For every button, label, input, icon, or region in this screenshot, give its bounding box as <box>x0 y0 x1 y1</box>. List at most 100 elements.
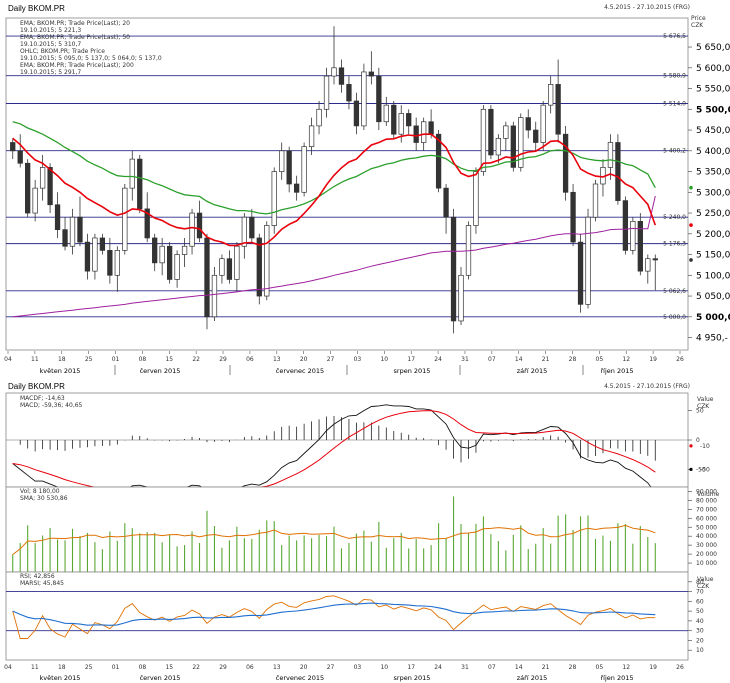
bottom-xlabel-13: 03 <box>354 664 362 671</box>
price-month-3: srpen 2015 <box>394 367 431 375</box>
bottom-xlabel-12: 27 <box>327 664 335 671</box>
bottom-xlabel-5: 08 <box>139 664 147 671</box>
price-xlabel-5: 08 <box>139 356 147 363</box>
candle-body <box>652 258 658 261</box>
volume-ytick-label-6: 30 000 <box>696 542 717 549</box>
macd-legend-1: MACD; -59,36; 40,65 <box>20 402 83 409</box>
candle-body <box>256 237 262 297</box>
ema20-marker <box>689 223 693 227</box>
candle-body <box>540 104 546 143</box>
volume-axis-unit: Volume <box>697 491 720 498</box>
price-xlabel-7: 22 <box>192 356 200 363</box>
candle-body <box>137 158 143 210</box>
rsi-ytick-label-2: 60 <box>696 598 704 605</box>
price-ytick-label-6: 5 250,0 <box>696 209 730 219</box>
bottom-xlabel-14: 10 <box>380 664 388 671</box>
candle-body <box>10 142 16 152</box>
candle-body <box>264 225 270 297</box>
price-legend-7: 19.10.2015; 5 291,7 <box>20 69 81 76</box>
candle-body <box>219 258 225 276</box>
rsi-legend-1: MARSI; 45,845 <box>20 580 64 587</box>
candle-body <box>443 187 449 218</box>
bottom-xlabel-20: 21 <box>542 664 550 671</box>
price-xlabel-16: 24 <box>434 356 442 363</box>
volume-ytick-label-8: 10 000 <box>696 560 717 567</box>
candle-body <box>630 221 636 251</box>
price-legend-3: 19.10.2015; 5 310,7 <box>20 41 81 48</box>
volume-ytick-label-2: 70 000 <box>696 506 717 513</box>
bottom-xlabel-7: 22 <box>192 664 200 671</box>
rsi-ytick-label-1: 70 <box>696 589 704 596</box>
bottom-xlabel-1: 11 <box>31 664 39 671</box>
candle-body <box>637 221 643 272</box>
price-ytick-label-9: 5 400,0 <box>696 147 730 157</box>
candle-body <box>181 245 188 255</box>
bottom-xlabel-18: 07 <box>488 664 496 671</box>
volume-ytick-label-7: 20 000 <box>696 551 717 558</box>
price-ytick-label-5: 5 200,0 <box>696 230 730 240</box>
price-xlabel-11: 20 <box>300 356 308 363</box>
price-month-4: září 2015 <box>517 367 547 375</box>
level-label-2: 5 514,0 <box>663 100 686 107</box>
candle-body <box>368 71 375 77</box>
macd-axis-unit: Value <box>697 396 714 403</box>
candle-body <box>69 216 76 247</box>
bottom-month-5: říjen 2015 <box>600 674 633 682</box>
candle-body <box>548 84 554 106</box>
candle-body <box>196 212 203 239</box>
candle-body <box>562 133 569 193</box>
bottom-xlabel-23: 12 <box>622 664 630 671</box>
price-xlabel-18: 07 <box>488 356 496 363</box>
price-ytick-label-13: 5 600,0 <box>696 64 730 74</box>
price-month-5: říjen 2015 <box>600 367 633 375</box>
volume-ytick-label-4: 50 000 <box>696 524 717 531</box>
macd-ytick-label-1: 0 <box>696 437 700 444</box>
price-axis-currency: CZK <box>691 22 704 29</box>
price-legend-2: EMA; BKOM.PR; Trade Price(Last); 50 <box>20 34 130 41</box>
candle-body <box>480 108 487 172</box>
price-month-0: květen 2015 <box>40 367 81 375</box>
candle-body <box>226 258 233 280</box>
price-xlabel-13: 03 <box>354 356 362 363</box>
price-xlabel-8: 29 <box>219 356 227 363</box>
candle-body <box>249 216 255 239</box>
candle-body <box>323 75 330 110</box>
candle-body <box>622 200 629 251</box>
candle-body <box>159 245 165 264</box>
candle-body <box>570 191 576 243</box>
candle-body <box>84 241 91 272</box>
candle-body <box>391 104 397 135</box>
price-xlabel-23: 12 <box>622 356 630 363</box>
candle-body <box>77 216 83 243</box>
price-xlabel-24: 19 <box>649 356 657 363</box>
candle-body <box>47 167 53 206</box>
candle-body <box>25 162 31 214</box>
rsi-line <box>12 595 656 639</box>
candle-body <box>166 245 173 280</box>
candle-body <box>458 274 464 322</box>
price-date-range: 4.5.2015 - 27.10.2015 (FRG) <box>604 4 690 11</box>
candle-body <box>592 183 599 218</box>
candle-body <box>555 84 561 135</box>
candle-body <box>331 67 337 77</box>
level-label-3: 5 400,2 <box>663 148 686 155</box>
bottom-xlabel-15: 17 <box>407 664 415 671</box>
ema50-marker <box>689 185 693 190</box>
macd-marker-line <box>689 467 693 471</box>
price-ytick-label-12: 5 550,0 <box>696 85 730 95</box>
bottom-month-4: září 2015 <box>517 674 547 682</box>
bottom-xlabel-11: 20 <box>300 664 308 671</box>
candle-body <box>301 146 307 193</box>
rsi-axis-currency: CZK <box>697 583 710 590</box>
candle-body <box>518 117 524 168</box>
price-xlabel-19: 14 <box>515 356 523 363</box>
price-month-2: červenec 2015 <box>276 367 324 375</box>
candle-body <box>488 108 494 156</box>
price-ytick-label-0: 4 950,- <box>696 334 728 344</box>
price-xlabel-0: 04 <box>4 356 12 363</box>
rsi-panel-frame <box>5 571 689 661</box>
candle-body <box>204 237 210 318</box>
price-ytick-label-11: 5 500,0 <box>696 105 730 115</box>
volume-ytick-label-1: 80 000 <box>696 497 717 504</box>
macd-ytick-label-0: 50 <box>696 408 704 415</box>
